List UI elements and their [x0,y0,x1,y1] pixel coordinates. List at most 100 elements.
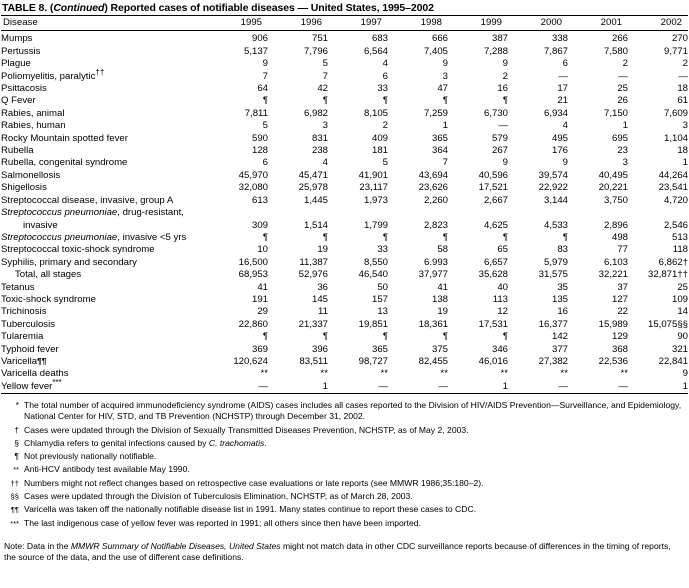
disease-name-cell: Tetanus [1,282,208,294]
value-cell-1996: 3 [322,120,328,132]
value-cell-2001: 6,103 [603,256,628,268]
value-cell-2001: 37 [617,281,628,293]
table-title-suffix: ) Reported cases of notifiable diseases … [104,2,434,14]
value-cell-1998: 3 [442,70,448,82]
value-cell-2001: 15,989 [598,318,628,330]
value-cell-1996: 6,982 [303,107,328,119]
disease-name-cell: Pertussis [1,46,208,58]
disease-name-cell: Total, all stages [1,269,208,281]
disease-name-cell: Rabies, animal [1,108,208,120]
value-cell-1995: 45,970 [238,169,268,181]
value-cell-1998 [388,207,448,219]
value-cell-1996: 25,978 [298,182,328,194]
disease-name-cell: Psittacosis [1,83,208,95]
value-cell-1999: 7,288 [483,45,508,57]
value-cell-1999: 387 [491,33,508,45]
disease-name-cell: Q Fever [1,95,208,107]
value-cell-1997: 157 [371,293,388,305]
value-cell-2002: — [678,70,688,82]
value-cell-2000: 27,382 [538,355,568,367]
disease-name-cell: Trichinosis [1,306,208,318]
value-cell-2002: 44,264 [658,169,688,181]
footnote-item: §§ Cases were updated through the Divisio… [4,491,689,502]
table-row: Q Fever ¶ ¶ ¶ ¶ ¶ 21 26 61 [1,95,688,107]
value-cell-1999: 2,667 [483,194,508,206]
table-row: Psittacosis 64 42 33 47 16 17 25 18 [1,83,688,95]
value-cell-1996: ¶ [322,95,328,107]
value-cell-1999: 16 [497,83,508,95]
value-cell-2000: 377 [551,343,568,355]
value-cell-2000: 338 [551,33,568,45]
table-row: Rubella 128 238 181 364 267 176 23 18 [1,145,688,157]
value-cell-1995: 22,860 [238,318,268,330]
value-cell-1995: 120,624 [233,355,268,367]
value-cell-1995: 191 [251,293,268,305]
value-cell-1997: 13 [377,306,388,318]
value-cell-2002: 513 [671,231,688,243]
table-row: Streptococcus pneumoniae, invasive <5 yr… [1,232,688,244]
value-cell-2000: 22,922 [538,182,568,194]
value-cell-1996: 1,445 [303,194,328,206]
disease-name-cell: Streptococcus pneumoniae, drug-resistant… [1,207,208,219]
disease-name-cell: Tularemia [1,331,208,343]
value-cell-2002: 321 [671,343,688,355]
value-cell-1998: 41 [437,281,448,293]
disease-name-cell: Rubella, congenital syndrome [1,157,208,169]
disease-label: Plague [1,58,31,70]
footnote-text: Cases were updated through the Division … [24,490,413,501]
value-cell-1998: 23,626 [418,182,448,194]
value-cell-2002: 4,720 [663,194,688,206]
value-cell-1997: ** [380,368,388,380]
footnote-text-post: . [264,437,267,448]
value-cell-2000: 7,867 [543,45,568,57]
disease-label: Varicella deaths [1,368,69,380]
footnote-text: Varicella was taken off the nationally n… [24,504,477,515]
value-cell-2002: 1 [628,380,688,395]
value-cell-1996: 83,511 [299,355,328,367]
disease-label: Q Fever [1,95,36,107]
disease-label: Rocky Mountain spotted fever [1,132,128,144]
footnote-text: The last indigenous case of yellow fever… [24,517,421,528]
footnote-marker: ¶¶ [10,505,19,515]
value-cell-1998: ** [440,368,448,380]
value-cell-1999: 12 [497,306,508,318]
value-cell-2001: ** [620,368,628,380]
value-cell-2000: 17 [557,83,568,95]
footnote-text: Not previously nationally notifiable. [24,451,157,462]
value-cell-1999: 4,625 [483,219,508,231]
footnotes-list: * The total number of acquired immunodefi… [4,400,689,528]
table-row: Tuberculosis 22,860 21,337 19,851 18,361 17,5… [1,319,688,331]
value-cell-1997: 181 [371,145,388,157]
value-cell-1995: 10 [257,244,268,256]
value-cell-1996: 19 [317,244,328,256]
value-cell-2000: 16,377 [538,318,568,330]
value-cell-1995: 29 [257,306,268,318]
disease-name-cell: Rabies, human [1,120,208,132]
value-cell-1999: 46,016 [478,355,508,367]
table-row: Trichinosis 29 11 13 19 12 16 22 14 [1,306,688,318]
table-row: Total, all stages 68,953 52,976 46,540 37,97… [1,269,688,281]
value-cell-1996: ** [320,368,328,380]
value-cell-1996: 36 [317,281,328,293]
value-cell-1998: 9 [442,58,448,70]
value-cell-1997: 4 [382,58,388,70]
value-cell-2000: 31,575 [538,269,568,281]
column-header-1998: 1998 [388,14,448,32]
disease-label: Psittacosis [1,83,47,95]
value-cell-1999: 35,628 [478,269,508,281]
table-title-continued: Continued [53,2,105,14]
table-row: Rubella, congenital syndrome 6 4 5 7 9 9 3 1 [1,157,688,169]
value-cell-2001: 20,221 [598,182,628,194]
value-cell-2000: 135 [551,293,568,305]
footnote-item: ¶ Not previously nationally notifiable. [4,451,689,462]
value-cell-1998: 58 [437,244,448,256]
value-cell-1995: 5,137 [243,45,268,57]
disease-label: Rabies, animal [1,107,65,119]
disease-label: invasive [23,219,58,231]
value-cell-1996: 5 [322,58,328,70]
value-cell-1999: 1 [448,380,508,395]
footnote-item: †† Numbers might not reflect changes base… [4,478,689,489]
value-cell-1998: ¶ [442,331,448,343]
value-cell-2001: 7,580 [603,45,628,57]
value-cell-1995: 41 [257,281,268,293]
